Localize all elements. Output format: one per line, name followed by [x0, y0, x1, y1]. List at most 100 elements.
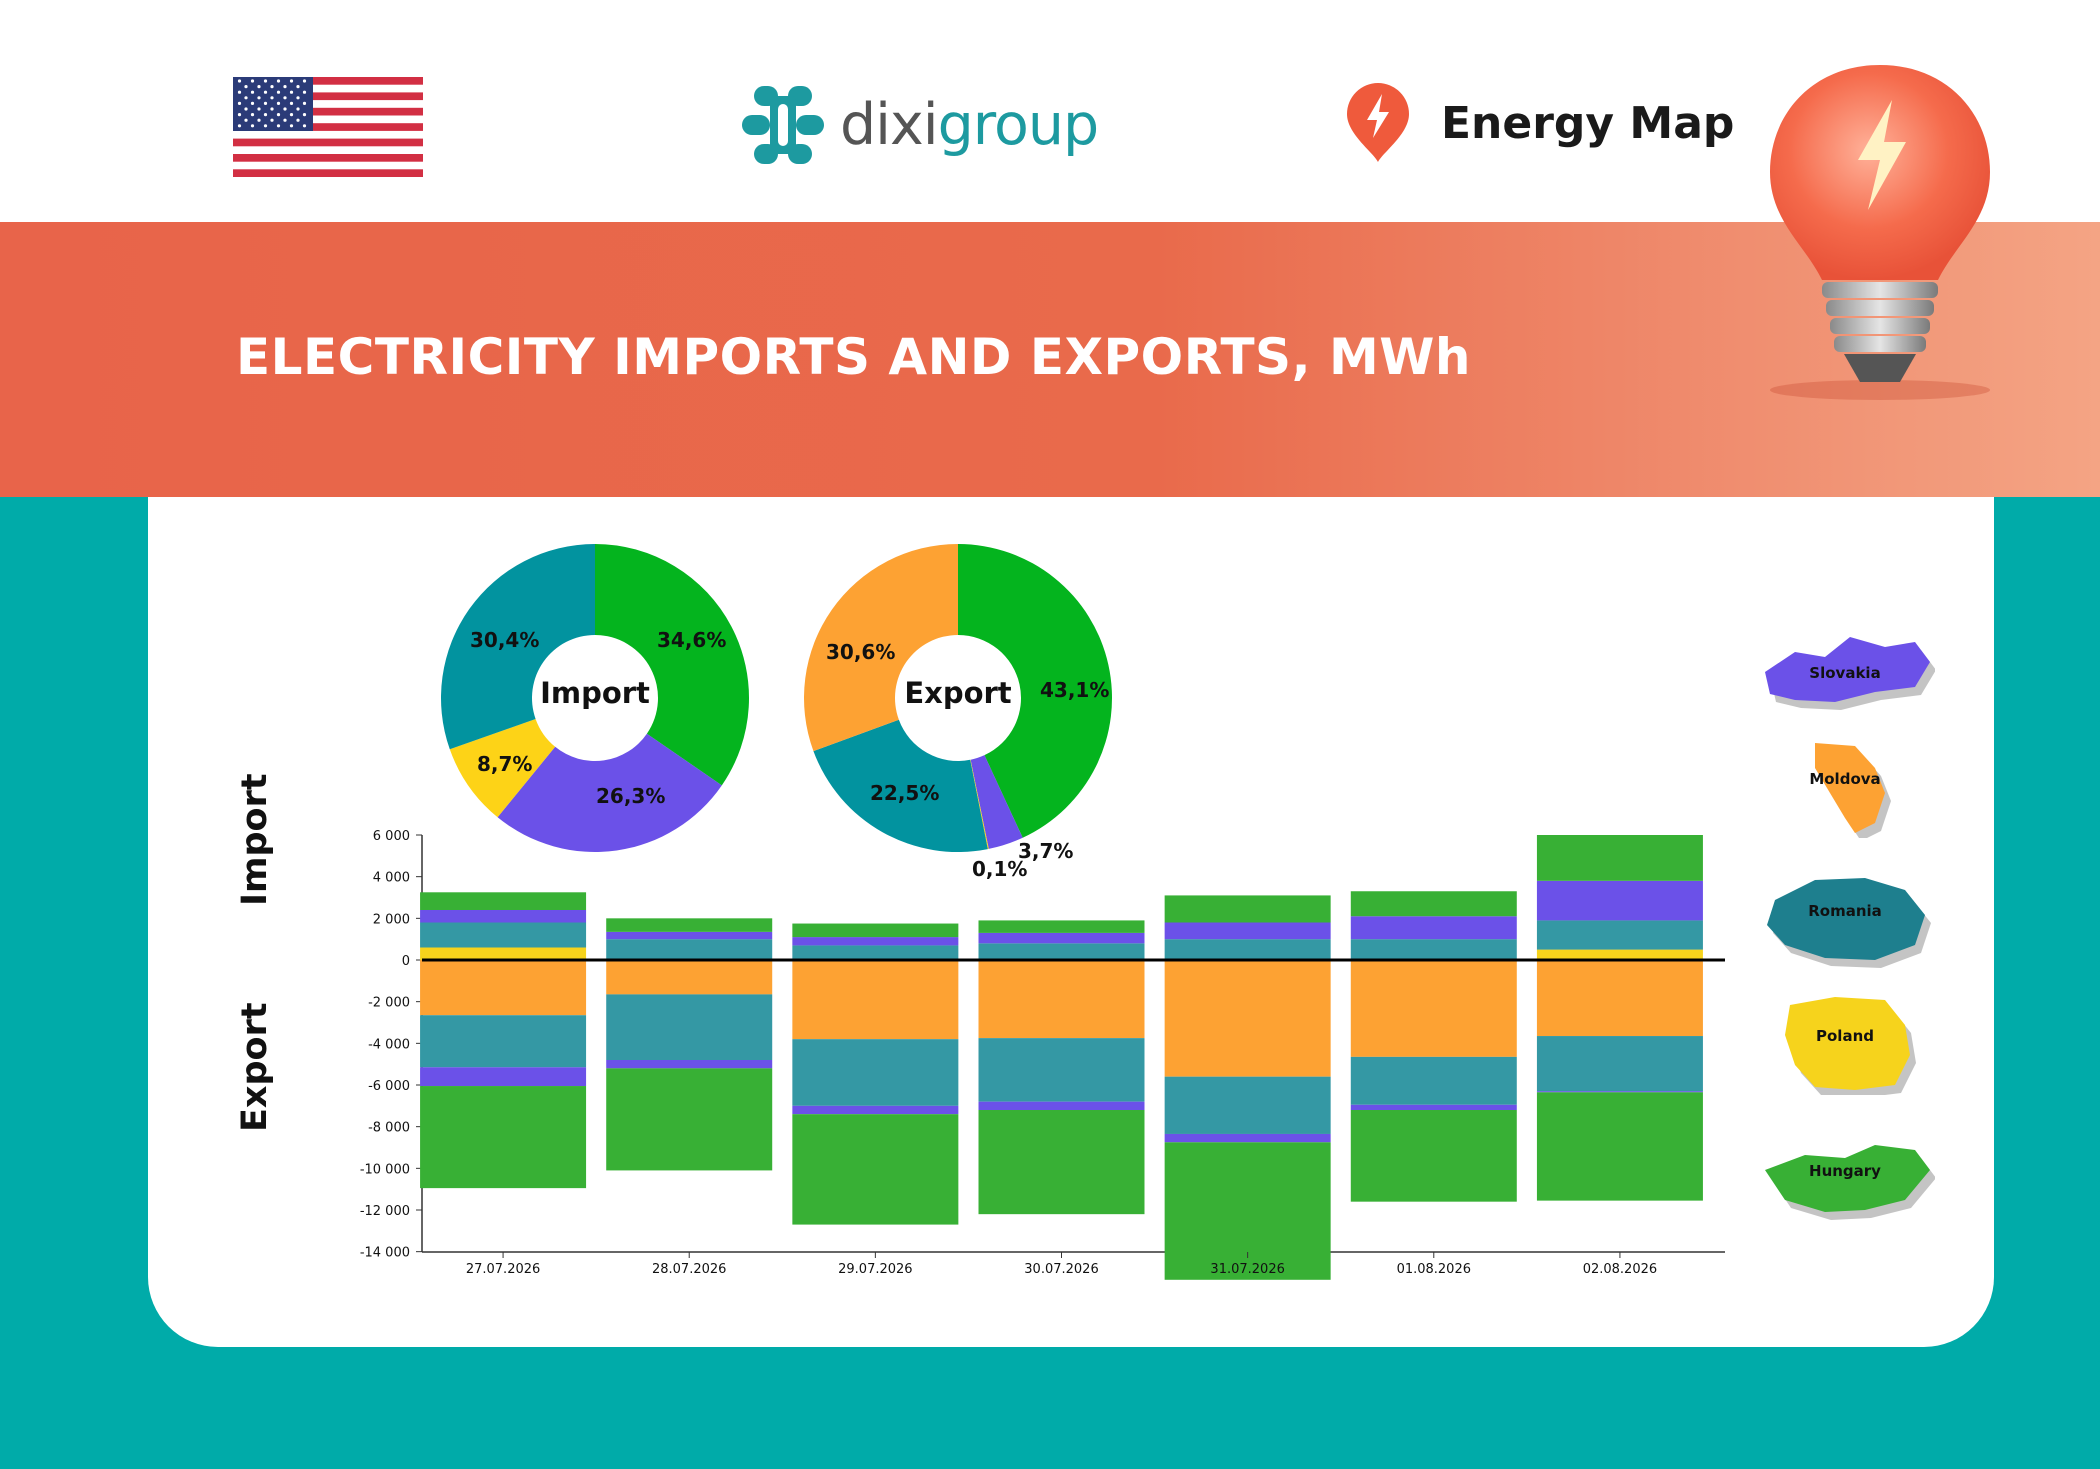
y-tick-label: 2 000: [373, 912, 410, 927]
bar-export-romania: [420, 1015, 587, 1068]
page-title: ELECTRICITY IMPORTS AND EXPORTS, MWh: [236, 328, 1471, 386]
export-label-hungary: 43,1%: [1040, 678, 1110, 702]
bar-import-hungary: [420, 892, 587, 910]
x-tick-label: 02.08.2026: [1583, 1262, 1657, 1277]
y-tick-label: -2 000: [368, 996, 410, 1011]
x-tick-label: 01.08.2026: [1397, 1262, 1471, 1277]
poland-map-icon: [1785, 997, 1916, 1098]
romania-map-icon: [1767, 878, 1931, 968]
bar-export-hungary: [978, 1110, 1145, 1215]
export-label-romania: 22,5%: [870, 781, 940, 805]
legend-label-hungary: Hungary: [1809, 1162, 1881, 1180]
legend-label-romania: Romania: [1808, 902, 1882, 920]
dixigroup-logo-icon: [742, 86, 824, 164]
bar-import-hungary: [1164, 895, 1331, 923]
bar-export-slovakia: [1164, 1133, 1331, 1143]
logo-text-accent: group: [937, 92, 1100, 158]
export-pie-chart: [804, 544, 1112, 852]
bar-export-moldova: [1536, 960, 1703, 1037]
energy-map-brand: Energy Map: [1345, 82, 1734, 164]
export-axis-label: Export: [235, 1002, 275, 1132]
import-axis-label: Import: [235, 773, 275, 906]
bar-export-moldova: [606, 960, 773, 995]
x-tick-label: 30.07.2026: [1024, 1262, 1098, 1277]
bar-export-moldova: [1350, 960, 1517, 1057]
y-tick-label: 4 000: [373, 871, 410, 886]
bar-import-poland: [1536, 949, 1703, 960]
y-tick-label: -12 000: [360, 1204, 410, 1219]
bar-import-romania: [1350, 939, 1517, 960]
hungary-map-icon: [1765, 1145, 1936, 1220]
export-slice-hungary: [958, 544, 1112, 838]
export-label-poland: 0,1%: [972, 857, 1028, 881]
x-tick-label: 28.07.2026: [652, 1262, 726, 1277]
y-tick-label: -6 000: [368, 1079, 410, 1094]
export-label-moldova: 30,6%: [826, 640, 896, 664]
bar-export-slovakia: [978, 1101, 1145, 1110]
import-label-romania: 30,4%: [470, 628, 540, 652]
lightbulb-icon: [1770, 65, 1990, 400]
import-slice-hungary: [595, 544, 749, 786]
stacked-bar-chart: 6 000 4 000 2 000 0 -2 000 -4 000 -6 000 -8 000…: [360, 830, 1725, 1280]
export-label-slovakia: 3,7%: [1018, 839, 1074, 863]
import-slice-slovakia: [497, 733, 722, 852]
bar-export-hungary: [606, 1068, 773, 1171]
bar-import-hungary: [1536, 835, 1703, 881]
import-slice-poland: [449, 718, 556, 818]
legend-item-hungary: Hungary: [1755, 1130, 1936, 1230]
bar-import-slovakia: [1350, 916, 1517, 940]
bar-export-slovakia: [1536, 1091, 1703, 1093]
bar-import-romania: [978, 943, 1145, 960]
legend-label-slovakia: Slovakia: [1809, 664, 1881, 682]
bar-import-romania: [792, 945, 959, 960]
legend-label-moldova: Moldova: [1809, 770, 1881, 788]
bar-export-romania: [1536, 1036, 1703, 1092]
y-tick-label: -10 000: [360, 1162, 410, 1177]
bar-export-slovakia: [1350, 1104, 1517, 1110]
title-banner: [0, 222, 2100, 497]
y-tick-label: -8 000: [368, 1121, 410, 1136]
bar-export-moldova: [978, 960, 1145, 1039]
x-tick-label: 27.07.2026: [466, 1262, 540, 1277]
legend-item-moldova: Moldova: [1755, 738, 1935, 841]
import-pie-chart: [441, 544, 749, 852]
bar-import-slovakia: [1536, 880, 1703, 921]
bar-import-romania: [420, 922, 587, 948]
bar-export-moldova: [420, 960, 587, 1016]
bar-export-moldova: [792, 960, 959, 1040]
import-label-poland: 8,7%: [477, 752, 533, 776]
y-tick-label: -14 000: [360, 1246, 410, 1261]
bar-import-slovakia: [1164, 922, 1331, 940]
bar-export-hungary: [1164, 1142, 1331, 1280]
legend-item-romania: Romania: [1755, 870, 1935, 970]
bar-import-slovakia: [606, 931, 773, 940]
import-slice-romania: [441, 544, 595, 750]
bar-export-moldova: [1164, 960, 1331, 1077]
moldova-map-icon: [1815, 743, 1891, 841]
bar-export-hungary: [420, 1086, 587, 1189]
export-slice-romania: [813, 719, 988, 852]
map-pin-lightning-icon: [1347, 83, 1409, 162]
bar-export-romania: [792, 1039, 959, 1106]
bar-import-hungary: [792, 923, 959, 938]
bar-import-romania: [606, 939, 773, 960]
legend-item-poland: Poland: [1755, 995, 1935, 1098]
import-pie-title: Import: [540, 676, 650, 710]
energy-map-label: Energy Map: [1441, 97, 1735, 149]
bar-import-slovakia: [420, 910, 587, 923]
export-pie-title: Export: [904, 676, 1012, 710]
bar-import-romania: [1164, 939, 1331, 960]
bar-export-romania: [1350, 1056, 1517, 1105]
bar-import-slovakia: [978, 932, 1145, 944]
bar-import-hungary: [978, 920, 1145, 933]
x-tick-label: 29.07.2026: [838, 1262, 912, 1277]
legend-label-poland: Poland: [1816, 1027, 1874, 1045]
bar-export-romania: [978, 1038, 1145, 1102]
logo-text-main: dixi: [840, 92, 939, 158]
bar-import-hungary: [1350, 891, 1517, 917]
export-slice-slovakia: [970, 755, 1023, 849]
bar-export-slovakia: [420, 1067, 587, 1087]
y-tick-label: 0: [402, 954, 410, 969]
bar-import-poland: [420, 947, 587, 960]
bar-export-romania: [1164, 1076, 1331, 1134]
